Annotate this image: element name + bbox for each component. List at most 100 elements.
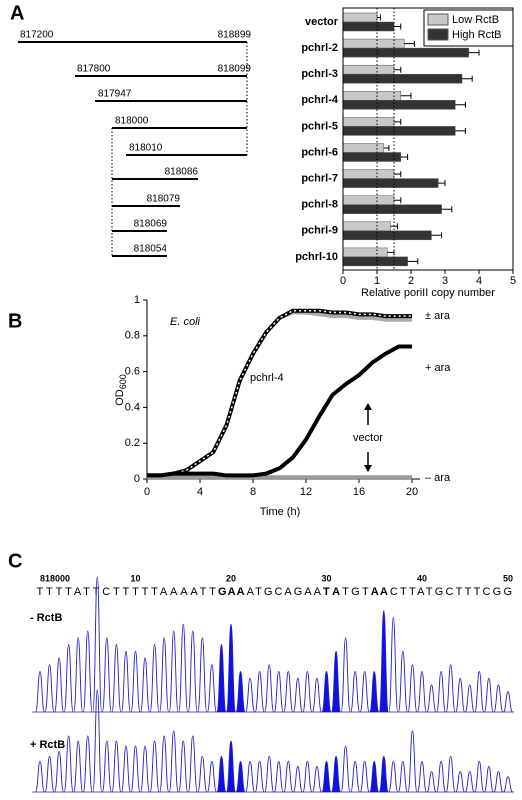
- peak: [187, 630, 198, 713]
- series-line-dots: [147, 309, 412, 477]
- annotation: vector: [353, 432, 383, 444]
- peak: [273, 671, 284, 713]
- sequence-segment: TGT: [342, 586, 369, 598]
- peak: [197, 755, 208, 793]
- error-bar: [394, 66, 402, 73]
- error-bar: [431, 232, 443, 239]
- peak: [149, 644, 160, 713]
- peak: [340, 637, 351, 713]
- y-axis-label: OD600: [114, 374, 128, 406]
- x-tick-label: 1: [374, 275, 380, 287]
- peak: [159, 637, 170, 713]
- peak: [197, 637, 208, 713]
- y-tick-label: 0.2: [125, 437, 140, 449]
- peak: [359, 671, 370, 713]
- bar: [342, 100, 456, 110]
- bar: [342, 91, 402, 101]
- x-tick-label: 4: [197, 486, 203, 498]
- category-label: pchrl-7: [301, 173, 338, 185]
- position-label: 40: [417, 573, 427, 583]
- x-tick-label: 16: [353, 486, 365, 498]
- panel-label: A: [10, 2, 24, 24]
- sequence-segment: TA: [323, 586, 340, 598]
- peak: [216, 755, 227, 793]
- position-label: 818000: [40, 573, 70, 583]
- category-label: pchrl-4: [301, 94, 339, 106]
- fragment-end: 818099: [218, 64, 252, 75]
- peak: [388, 760, 399, 793]
- peak: [82, 630, 93, 713]
- error-bar: [407, 258, 419, 265]
- peak: [340, 745, 351, 793]
- error-bar: [394, 197, 402, 204]
- bar: [342, 230, 432, 241]
- peak: [111, 644, 122, 713]
- x-axis-label: Relative poriII copy number: [361, 287, 495, 299]
- peak: [283, 671, 294, 713]
- peak: [292, 766, 303, 793]
- peak: [426, 684, 437, 713]
- bar: [342, 21, 395, 32]
- peak: [407, 730, 418, 793]
- peak: [350, 671, 361, 713]
- peak: [159, 735, 170, 793]
- peak: [369, 671, 380, 713]
- peak: [359, 760, 370, 793]
- peak: [35, 760, 45, 793]
- bar: [342, 12, 378, 23]
- peak: [321, 671, 332, 713]
- sequence-segment: CTTATGCTTTCGG: [390, 586, 512, 598]
- peak: [92, 689, 103, 793]
- peak: [178, 740, 189, 793]
- sequence-segment: AA: [371, 586, 388, 598]
- peak: [302, 671, 313, 713]
- peak: [63, 735, 74, 793]
- bar: [342, 126, 456, 136]
- sequence-segment: ATGCAGAA: [247, 586, 322, 598]
- position-label: 20: [226, 573, 236, 583]
- peak: [483, 677, 494, 713]
- bar: [342, 169, 395, 179]
- category-label: pchrl-8: [301, 199, 338, 211]
- peak: [464, 684, 475, 713]
- peak: [483, 766, 494, 793]
- peak: [245, 677, 256, 713]
- fragment-start: 817200: [20, 30, 54, 41]
- peak: [121, 745, 131, 793]
- peak: [140, 745, 150, 793]
- peak: [378, 755, 389, 793]
- x-axis-label: Time (h): [260, 506, 301, 518]
- panel-label: C: [8, 550, 22, 572]
- peak: [206, 760, 217, 793]
- peak: [54, 657, 65, 713]
- peak: [35, 671, 45, 713]
- sequence-segment: GAA: [218, 586, 245, 598]
- peak: [397, 650, 408, 713]
- y-tick-label: 0.8: [125, 330, 140, 342]
- error-bar: [394, 118, 402, 125]
- peak: [321, 760, 332, 793]
- peak: [130, 650, 141, 713]
- series-line: [147, 310, 412, 478]
- error-bar: [394, 171, 402, 178]
- fragment-label: 817947: [98, 89, 132, 100]
- annotation: E. coli: [170, 316, 201, 328]
- peak: [54, 750, 65, 793]
- fragment-end: 818899: [218, 30, 252, 41]
- peak: [350, 760, 361, 793]
- x-tick-label: 8: [250, 486, 256, 498]
- error-bar: [400, 154, 409, 160]
- error-bar: [438, 180, 446, 187]
- peak: [283, 760, 294, 793]
- bar: [342, 152, 402, 162]
- peak: [254, 760, 265, 793]
- bar: [342, 195, 395, 205]
- peak: [92, 576, 103, 713]
- panel-label: B: [8, 310, 22, 332]
- error-bar: [468, 49, 480, 56]
- error-bar: [383, 145, 390, 151]
- peak: [493, 771, 504, 793]
- peak: [493, 684, 504, 713]
- fragment-label: 818010: [129, 143, 163, 154]
